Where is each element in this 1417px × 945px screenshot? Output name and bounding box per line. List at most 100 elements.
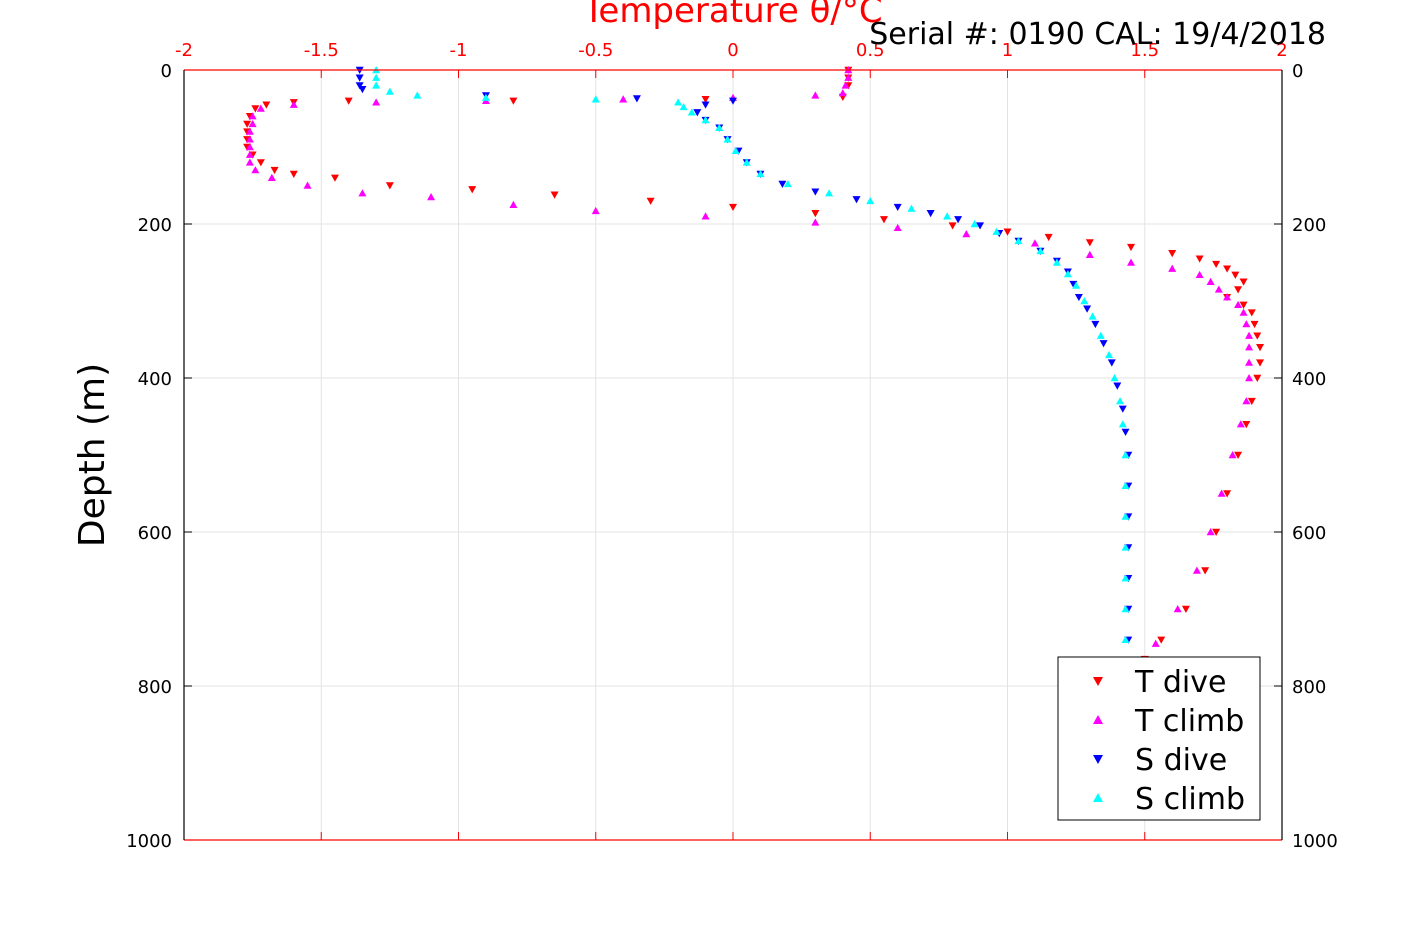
data-point — [550, 191, 559, 199]
data-point — [1074, 293, 1083, 302]
y-tick-label-right: 1000 — [1292, 831, 1338, 852]
data-point — [701, 212, 710, 220]
y-axis-label: Depth (m) — [72, 363, 113, 547]
data-point — [1116, 397, 1125, 405]
data-point — [245, 135, 254, 143]
data-point — [866, 196, 875, 205]
data-point — [1121, 635, 1130, 643]
data-point — [1121, 605, 1130, 613]
data-point — [778, 180, 787, 188]
data-point — [355, 82, 364, 90]
data-point — [591, 206, 600, 215]
data-point — [907, 204, 916, 212]
data-point — [1253, 332, 1262, 340]
y-tick-label-right: 800 — [1292, 677, 1326, 698]
data-point — [1192, 566, 1201, 574]
data-point — [245, 158, 254, 166]
series-s-dive — [355, 66, 1133, 667]
data-point — [358, 86, 367, 94]
y-tick-label: 200 — [138, 215, 172, 236]
data-point — [355, 74, 364, 82]
data-point — [262, 101, 271, 109]
data-point — [646, 197, 655, 205]
data-point — [1072, 281, 1081, 289]
x-tick-label: -0.5 — [578, 40, 613, 61]
data-point — [1228, 451, 1237, 459]
data-point — [926, 210, 935, 218]
data-point — [1036, 246, 1045, 255]
chart-title: Serial #: 0190 CAL: 19/4/2018 — [869, 17, 1326, 52]
data-point — [251, 105, 260, 113]
x-tick-label: 2 — [1276, 40, 1287, 61]
data-point — [679, 102, 688, 111]
data-point — [256, 159, 265, 167]
data-point — [1214, 285, 1223, 293]
x-tick-label: 1 — [1002, 40, 1013, 61]
data-point — [1105, 350, 1114, 359]
data-point — [729, 203, 737, 212]
data-point — [372, 98, 381, 106]
data-point — [1256, 344, 1265, 352]
y-tick-label-right: 600 — [1292, 523, 1326, 544]
legend-box — [1057, 656, 1261, 821]
data-point — [693, 109, 702, 117]
series-s-climb — [372, 66, 1130, 667]
data-point — [1080, 297, 1089, 305]
data-point — [1245, 343, 1254, 351]
data-point — [701, 116, 710, 124]
data-point — [1085, 250, 1094, 258]
legend-label: S climb — [1135, 782, 1245, 817]
data-point — [1236, 420, 1245, 428]
legend-marker — [1093, 755, 1103, 764]
data-point — [811, 218, 820, 226]
data-point — [248, 119, 257, 128]
data-point — [976, 222, 985, 230]
data-point — [1242, 421, 1251, 429]
data-point — [1212, 260, 1221, 269]
data-point — [245, 127, 254, 135]
data-point — [245, 143, 254, 151]
data-point — [841, 81, 850, 89]
data-point — [468, 186, 477, 194]
data-point — [358, 189, 367, 197]
data-point — [330, 174, 339, 182]
data-point — [811, 188, 820, 196]
data-point — [1223, 490, 1232, 498]
data-point — [1234, 300, 1243, 309]
data-point — [1234, 451, 1243, 459]
data-point — [756, 169, 765, 178]
legend-marker — [1093, 715, 1103, 724]
data-point — [1121, 574, 1130, 582]
data-point — [481, 93, 490, 101]
data-point — [1223, 265, 1232, 273]
data-point — [893, 203, 902, 212]
data-point — [1091, 320, 1100, 329]
x-tick-label: -1 — [450, 40, 468, 61]
data-point — [1096, 331, 1105, 339]
data-point — [1118, 405, 1127, 413]
data-point — [674, 98, 683, 106]
data-point — [1044, 233, 1053, 242]
data-point — [1206, 277, 1215, 285]
y-tick-label-right: 0 — [1292, 61, 1303, 82]
data-point — [1195, 255, 1204, 263]
data-point — [731, 146, 740, 155]
data-point — [1206, 528, 1215, 536]
data-point — [1052, 258, 1061, 266]
data-point — [1127, 243, 1136, 252]
data-point — [1239, 301, 1248, 309]
data-point — [811, 210, 820, 218]
data-point — [1223, 293, 1232, 301]
data-point — [852, 196, 861, 204]
data-point — [1181, 605, 1190, 613]
data-point — [1173, 605, 1182, 613]
data-point — [632, 95, 641, 103]
data-point — [267, 173, 276, 181]
y-tick-label: 400 — [138, 369, 172, 390]
legend-marker — [1093, 677, 1103, 686]
data-point — [1121, 512, 1130, 520]
data-point — [1088, 312, 1097, 320]
data-point — [943, 212, 952, 220]
data-point — [1168, 250, 1177, 258]
